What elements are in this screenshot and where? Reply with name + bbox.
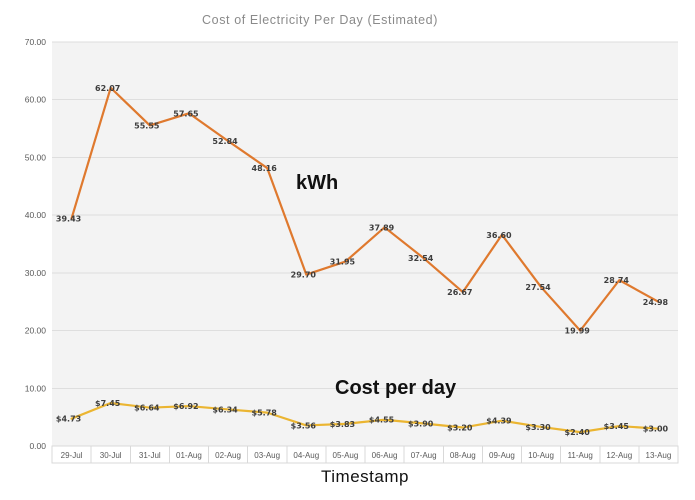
- data-label: 62.07: [95, 84, 120, 93]
- x-axis-title: Timestamp: [321, 467, 409, 486]
- y-axis-tick-label: 40.00: [25, 210, 47, 220]
- y-axis-tick-label: 70.00: [25, 37, 47, 47]
- data-label: 32.54: [408, 254, 434, 263]
- data-label: 48.16: [252, 164, 278, 173]
- data-label: 36.60: [486, 231, 512, 240]
- x-axis-tick-label: 13-Aug: [646, 451, 672, 460]
- data-label: 26.67: [447, 288, 472, 297]
- data-label: 19.99: [565, 327, 591, 336]
- x-axis-tick-label: 08-Aug: [450, 451, 476, 460]
- data-label: 27.54: [525, 283, 551, 292]
- y-axis-tick-label: 50.00: [25, 152, 47, 162]
- x-axis-tick-label: 07-Aug: [411, 451, 437, 460]
- x-axis-tick-label: 06-Aug: [372, 451, 398, 460]
- data-label: $5.78: [252, 409, 278, 418]
- data-label: $3.56: [291, 421, 317, 430]
- data-label: 55.55: [134, 121, 160, 130]
- data-label: 31.95: [330, 258, 356, 267]
- data-label: 28.74: [604, 276, 630, 285]
- data-label: 39.43: [56, 214, 81, 223]
- data-label: $6.64: [134, 404, 160, 413]
- data-label: 52.84: [212, 137, 238, 146]
- data-label: $2.40: [565, 428, 591, 437]
- data-label: 29.70: [291, 271, 317, 280]
- data-label: $3.83: [330, 420, 355, 429]
- y-axis-tick-label: 60.00: [25, 95, 47, 105]
- data-label: 57.65: [173, 109, 199, 118]
- data-label: $4.39: [486, 417, 512, 426]
- data-label: $3.30: [525, 423, 551, 432]
- chart-title: Cost of Electricity Per Day (Estimated): [202, 13, 438, 27]
- series-annotation-cost-per-day: Cost per day: [335, 377, 457, 399]
- y-axis-tick-label: 30.00: [25, 268, 47, 278]
- x-axis-tick-label: 09-Aug: [489, 451, 515, 460]
- data-label: $4.73: [56, 415, 81, 424]
- data-label: $3.00: [643, 425, 669, 434]
- x-axis-tick-label: 30-Jul: [100, 451, 122, 460]
- data-label: $6.92: [173, 402, 198, 411]
- data-label: 37.89: [369, 223, 395, 232]
- data-label: $6.34: [212, 405, 238, 414]
- x-axis-tick-label: 04-Aug: [293, 451, 319, 460]
- x-axis-tick-label: 11-Aug: [568, 451, 593, 460]
- data-label: $3.20: [447, 424, 473, 433]
- x-axis-tick-label: 05-Aug: [333, 451, 359, 460]
- series-annotation-kwh: kWh: [296, 172, 339, 194]
- data-label: $7.45: [95, 399, 121, 408]
- data-label: 24.98: [643, 298, 669, 307]
- data-label: $4.55: [369, 416, 395, 425]
- x-axis-tick-label: 29-Jul: [61, 451, 83, 460]
- data-label: $3.45: [604, 422, 630, 431]
- x-axis-tick-label: 01-Aug: [176, 451, 202, 460]
- x-axis-tick-label: 12-Aug: [606, 451, 632, 460]
- series-line-kwh: [70, 86, 660, 332]
- series-line-cost-per-day: [70, 401, 660, 434]
- y-axis-tick-label: 0.00: [29, 441, 46, 451]
- x-axis-tick-label: 03-Aug: [254, 451, 280, 460]
- x-axis-tick-label: 31-Jul: [139, 451, 161, 460]
- x-axis-tick-label: 02-Aug: [215, 451, 241, 460]
- x-axis-tick-label: 10-Aug: [528, 451, 554, 460]
- data-label: $3.90: [408, 419, 434, 428]
- y-axis-tick-label: 20.00: [25, 326, 47, 336]
- y-axis-tick-label: 10.00: [25, 383, 47, 393]
